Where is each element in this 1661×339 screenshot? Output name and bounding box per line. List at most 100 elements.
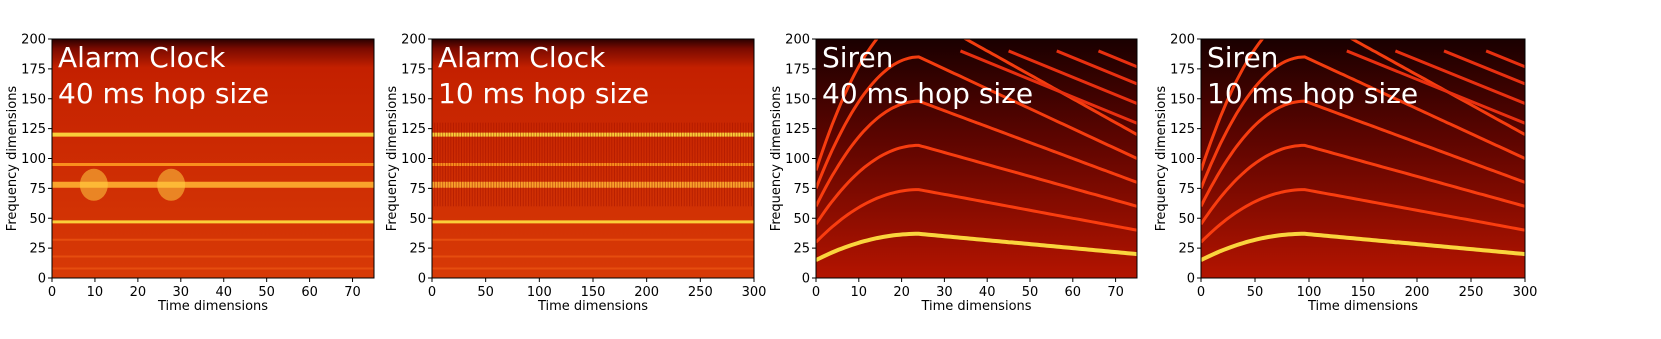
harmonic: [1097, 49, 1137, 69]
y-tick-label: 100: [785, 152, 810, 167]
y-tick-label: 175: [21, 62, 46, 77]
y-tick-label: 150: [401, 92, 426, 107]
x-tick-label: 60: [301, 285, 318, 300]
x-tick-label: 150: [1351, 285, 1376, 300]
harmonic: [816, 143, 1137, 226]
y-tick-label: 175: [785, 62, 810, 77]
spectrogram: [52, 39, 374, 278]
x-tick-label: 300: [742, 285, 767, 300]
y-tick-label: 100: [21, 152, 46, 167]
y-tick-label: 125: [785, 122, 810, 137]
panel: 0 25 50 75 100 125 150 175 200 0 50 100 150 200 250 300…: [385, 33, 766, 315]
x-tick-label: 50: [1247, 285, 1264, 300]
x-tick-label: 100: [527, 285, 552, 300]
annotation: Alarm Clock: [58, 41, 226, 74]
blob: [157, 168, 186, 201]
x-tick-label: 0: [1197, 285, 1205, 300]
annotation: 10 ms hop size: [438, 77, 649, 110]
x-tick-label: 100: [1297, 285, 1322, 300]
harmonic: [1056, 49, 1137, 86]
y-tick-label: 200: [21, 33, 46, 48]
y-tick-label: 125: [1170, 122, 1195, 137]
harmonic: [816, 39, 1137, 171]
x-tick-label: 50: [1022, 285, 1039, 300]
y-tick-label: 0: [418, 272, 426, 287]
x-tick-label: 70: [1107, 285, 1124, 300]
y-tick-label: 200: [785, 33, 810, 48]
annotation: 40 ms hop size: [58, 77, 269, 110]
y-tick-label: 25: [1178, 242, 1195, 257]
harmonic: [959, 49, 1137, 125]
x-tick-label: 20: [893, 285, 910, 300]
annotation: Alarm Clock: [438, 41, 606, 74]
panel: 0 25 50 75 100 125 150 175 200 0 10 20 30 40 50 60 70 Tim…: [5, 33, 375, 314]
x-tick-label: 250: [1459, 285, 1484, 300]
x-tick-label: 300: [1513, 285, 1538, 300]
x-tick-label: 0: [428, 285, 436, 300]
y-tick-label: 125: [401, 122, 426, 137]
y-tick-label: 150: [785, 92, 810, 107]
y-tick-label: 100: [1170, 152, 1195, 167]
x-tick-label: 70: [344, 285, 361, 300]
x-axis-label: Time dimensions: [920, 299, 1031, 314]
harmonic: [816, 188, 1137, 244]
spectrogram: [816, 39, 1137, 278]
y-tick-label: 50: [1178, 212, 1195, 227]
y-axis-label: Frequency dimensions: [385, 86, 400, 232]
x-tick-label: 0: [48, 285, 56, 300]
y-tick-label: 175: [1170, 62, 1195, 77]
y-tick-label: 0: [1187, 272, 1195, 287]
annotation: 40 ms hop size: [822, 77, 1033, 110]
x-tick-label: 30: [173, 285, 190, 300]
y-tick-label: 0: [38, 272, 46, 287]
y-tick-label: 175: [401, 62, 426, 77]
spectrogram: [432, 39, 754, 278]
y-tick-label: 25: [793, 242, 810, 257]
x-tick-label: 40: [215, 285, 232, 300]
x-tick-label: 200: [634, 285, 659, 300]
annotation: 10 ms hop size: [1207, 77, 1418, 110]
harmonic: [816, 99, 1137, 207]
y-tick-label: 75: [29, 182, 46, 197]
x-tick-label: 150: [581, 285, 606, 300]
x-axis-label: Time dimensions: [537, 299, 648, 314]
x-tick-label: 250: [688, 285, 713, 300]
panel: 0 25 50 75 100 125 150 175 200 0 50 100 150 200 250 300…: [1154, 33, 1538, 315]
harmonic: [1201, 143, 1525, 226]
x-tick-label: 30: [936, 285, 953, 300]
x-tick-label: 60: [1065, 285, 1082, 300]
x-tick-label: 50: [258, 285, 275, 300]
spectrogram-bg: [52, 39, 374, 278]
x-axis-label: Time dimensions: [157, 299, 268, 314]
y-tick-label: 50: [29, 212, 46, 227]
y-tick-label: 200: [401, 33, 426, 48]
annotation: Siren: [822, 41, 893, 74]
harmonic: [1201, 188, 1525, 244]
harmonic: [1201, 39, 1525, 171]
y-axis-label: Frequency dimensions: [1154, 86, 1169, 232]
annotation: Siren: [1207, 41, 1278, 74]
x-tick-label: 50: [477, 285, 494, 300]
y-tick-label: 75: [1178, 182, 1195, 197]
y-tick-label: 150: [21, 92, 46, 107]
x-tick-label: 0: [812, 285, 820, 300]
harmonic: [1201, 231, 1525, 262]
harmonic: [1008, 49, 1137, 105]
harmonic: [1443, 49, 1525, 86]
x-tick-label: 20: [130, 285, 147, 300]
y-tick-label: 125: [21, 122, 46, 137]
y-tick-label: 75: [409, 182, 426, 197]
x-tick-label: 200: [1405, 285, 1430, 300]
harmonic: [1201, 99, 1525, 207]
harmonic: [1394, 49, 1525, 105]
x-tick-label: 40: [979, 285, 996, 300]
x-axis-label: Time dimensions: [1307, 299, 1418, 314]
harmonic: [1201, 55, 1525, 189]
y-tick-label: 25: [29, 242, 46, 257]
y-tick-label: 150: [1170, 92, 1195, 107]
y-tick-label: 25: [409, 242, 426, 257]
y-tick-label: 50: [793, 212, 810, 227]
harmonic: [816, 55, 1137, 189]
x-tick-label: 10: [87, 285, 104, 300]
